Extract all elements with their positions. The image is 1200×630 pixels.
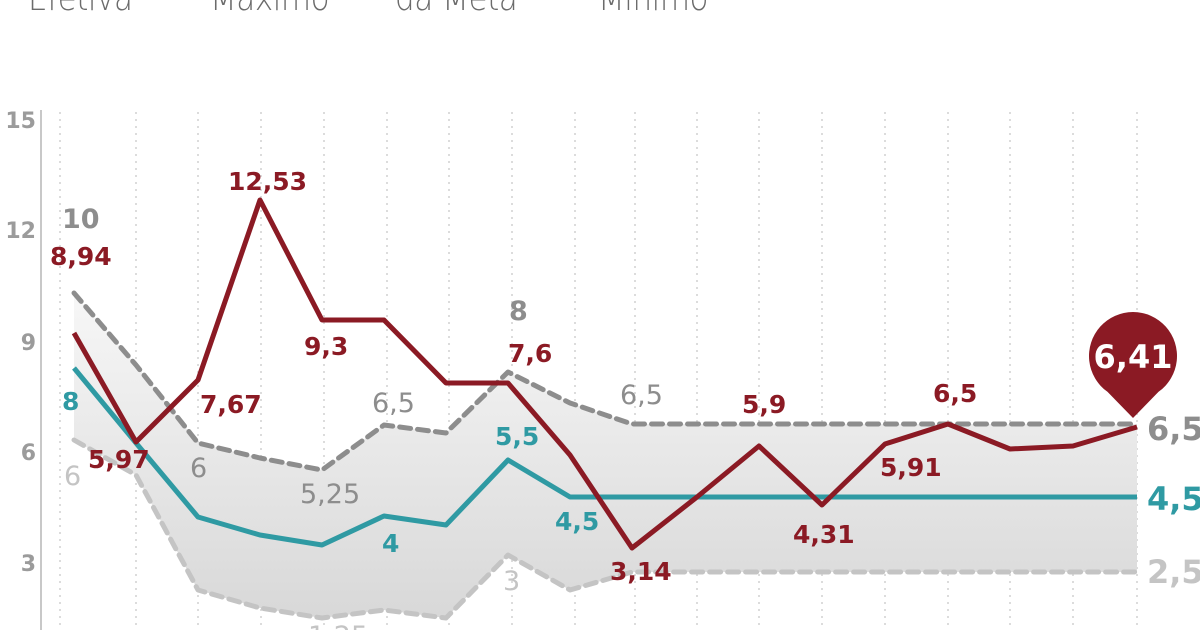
chart-legend: Efetiva Máximo da Meta Mínimo <box>0 0 1200 38</box>
series-efetiva-line <box>71 197 1138 551</box>
latest-value-pin: 6,41 <box>1089 311 1178 418</box>
data-label-efetiva: 4,31 <box>793 520 855 549</box>
y-tick-label: 12 <box>5 219 36 244</box>
max-min-band <box>74 293 1137 618</box>
data-label-maximo: 6 <box>190 453 207 484</box>
data-label-efetiva: 7,67 <box>200 390 262 419</box>
data-label-efetiva: 12,53 <box>228 167 307 196</box>
data-label-meta: 4 <box>382 529 399 558</box>
pin-value: 6,41 <box>1094 338 1173 376</box>
legend-maximo: Máximo <box>210 0 330 19</box>
y-tick-label: 3 <box>21 552 36 577</box>
data-label-minimo: 6 <box>64 461 81 492</box>
data-label-efetiva: 9,3 <box>304 332 348 361</box>
legend-efetiva: Efetiva <box>28 0 133 19</box>
end-label-maximo: 6,5 <box>1147 410 1200 448</box>
y-axis-ticks: 15 12 9 6 3 <box>5 109 36 577</box>
data-label-efetiva: 6,5 <box>933 379 977 408</box>
data-label-maximo: 6,5 <box>620 380 663 411</box>
end-label-meta: 4,5 <box>1147 480 1200 518</box>
data-label-efetiva: 7,6 <box>508 339 552 368</box>
data-label-maximo: 6,5 <box>372 388 415 419</box>
data-label-maximo: 8 <box>509 296 528 327</box>
y-tick-label: 6 <box>21 441 36 466</box>
data-label-efetiva: 5,91 <box>880 453 942 482</box>
data-label-efetiva: 3,14 <box>610 557 672 586</box>
series-minimo-line <box>71 437 1140 621</box>
data-label-minimo: 3 <box>503 566 520 597</box>
y-tick-label: 9 <box>21 331 36 356</box>
data-label-minimo: 1,25 <box>308 621 368 630</box>
series-maximo-line <box>71 290 1140 473</box>
data-label-meta: 4,5 <box>555 507 599 536</box>
data-labels: 10 8,94 12,53 9,3 7,67 5,97 7,6 3,14 5,9 4,31 5,91… <box>50 167 977 630</box>
data-label-meta: 5,5 <box>495 422 539 451</box>
data-label-meta: 8 <box>62 387 79 416</box>
pin-marker-icon <box>1089 311 1178 418</box>
data-label-efetiva: 5,9 <box>742 390 786 419</box>
data-label-efetiva: 5,97 <box>88 445 150 474</box>
legend-minimo: Mínimo <box>598 0 708 19</box>
data-label-maximo: 5,25 <box>300 479 360 510</box>
end-label-minimo: 2,5 <box>1147 553 1200 591</box>
legend-da-meta: da Meta <box>395 0 518 19</box>
data-label-maximo: 10 <box>62 204 100 235</box>
y-tick-label: 15 <box>5 109 36 134</box>
data-label-efetiva: 8,94 <box>50 242 112 271</box>
end-labels: 6,5 4,5 2,5 <box>1147 410 1200 591</box>
